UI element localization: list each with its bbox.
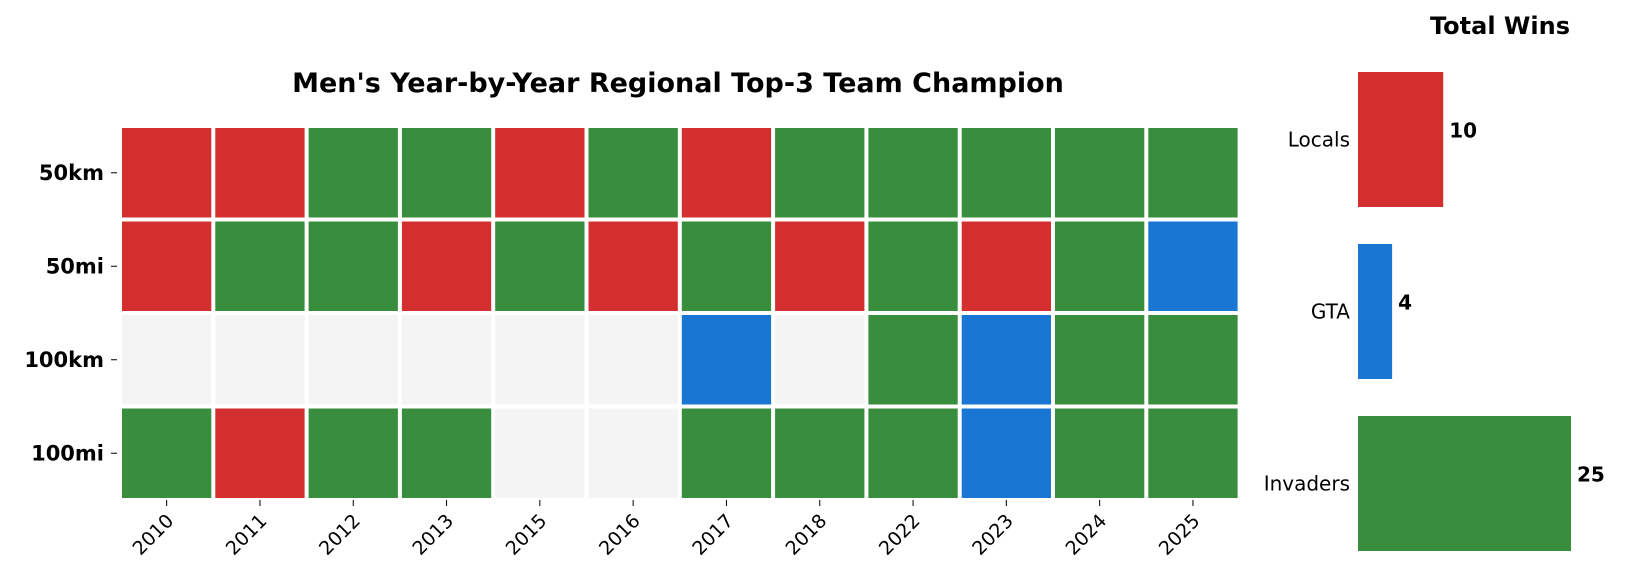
heatmap-cell (495, 408, 585, 498)
column-label: 2016 (595, 510, 645, 560)
bar-invaders (1358, 416, 1571, 551)
column-label: 2013 (408, 510, 458, 560)
heatmap-cell (1055, 221, 1145, 311)
heatmap-cell (775, 221, 865, 311)
heatmap-cell (588, 315, 678, 405)
heatmap-cell (1055, 408, 1145, 498)
bar-category-label: GTA (1311, 300, 1350, 324)
heatmap-cell (961, 315, 1051, 405)
heatmap-cell (961, 221, 1051, 311)
column-label: 2018 (782, 510, 832, 560)
heatmap-cell (122, 128, 212, 218)
column-label: 2022 (875, 510, 925, 560)
heatmap-cell (308, 128, 398, 218)
row-label: 50km (39, 161, 104, 185)
row-label: 50mi (46, 254, 104, 278)
bar-value-label: 25 (1577, 463, 1605, 487)
heatmap-cell (681, 315, 772, 405)
heatmap-cell (1055, 128, 1145, 218)
column-labels: 2010 2011 2012 2013 2015 2016 2017 2018 2022 2023… (128, 500, 1204, 560)
bar-value-label: 10 (1449, 119, 1477, 143)
row-label: 100km (24, 348, 104, 372)
column-label: 2010 (128, 510, 178, 560)
column-label: 2023 (968, 510, 1018, 560)
heatmap-cell (1148, 221, 1238, 311)
row-labels: 50km 50mi 100km 100mi (24, 161, 117, 465)
heatmap-cell (588, 408, 678, 498)
heatmap-cell (308, 221, 398, 311)
heatmap-cell (868, 408, 958, 498)
column-label: 2017 (688, 510, 738, 560)
heatmap-cell (961, 128, 1051, 218)
bar-value-label: 4 (1398, 291, 1412, 315)
heatmap-cell (122, 408, 212, 498)
heatmap-cell (401, 408, 492, 498)
heatmap-cell (681, 128, 772, 218)
heatmap-cell (1055, 315, 1145, 405)
heatmap-cell (681, 221, 772, 311)
heatmap-cell (401, 128, 492, 218)
heatmap-cell (588, 221, 678, 311)
heatmap-cell (495, 128, 585, 218)
heatmap-cell (868, 221, 958, 311)
column-label: 2025 (1155, 510, 1205, 560)
heatmap-cell (868, 128, 958, 218)
column-label: 2012 (315, 510, 365, 560)
heatmap (122, 128, 1238, 498)
bar-chart-title: Total Wins (1430, 12, 1570, 40)
heatmap-cell (215, 408, 305, 498)
column-label: 2011 (222, 510, 272, 560)
heatmap-cell (775, 128, 865, 218)
heatmap-cell (1148, 408, 1238, 498)
heatmap-cell (215, 221, 305, 311)
heatmap-cell (775, 408, 865, 498)
heatmap-cell (401, 221, 492, 311)
heatmap-title: Men's Year-by-Year Regional Top-3 Team C… (292, 68, 1064, 99)
heatmap-cell (495, 315, 585, 405)
bar-locals (1358, 72, 1444, 207)
heatmap-cell (1148, 128, 1238, 218)
bar-gta (1358, 244, 1393, 379)
heatmap-cell (401, 315, 492, 405)
column-label: 2024 (1061, 510, 1111, 560)
column-label: 2015 (502, 510, 552, 560)
heatmap-cell (868, 315, 958, 405)
heatmap-cell (961, 408, 1051, 498)
bar-category-label: Invaders (1264, 472, 1350, 496)
heatmap-cell (681, 408, 772, 498)
heatmap-cell (122, 315, 212, 405)
bar-category-label: Locals (1288, 128, 1350, 152)
heatmap-cell (122, 221, 212, 311)
heatmap-cell (495, 221, 585, 311)
total-wins-bars: Locals 10 GTA 4 Invaders 25 (1264, 72, 1605, 551)
heatmap-cell (215, 315, 305, 405)
heatmap-cell (308, 315, 398, 405)
heatmap-cell (308, 408, 398, 498)
heatmap-cell (588, 128, 678, 218)
heatmap-cell (1148, 315, 1238, 405)
heatmap-cell (775, 315, 865, 405)
row-label: 100mi (31, 441, 104, 465)
heatmap-cell (215, 128, 305, 218)
